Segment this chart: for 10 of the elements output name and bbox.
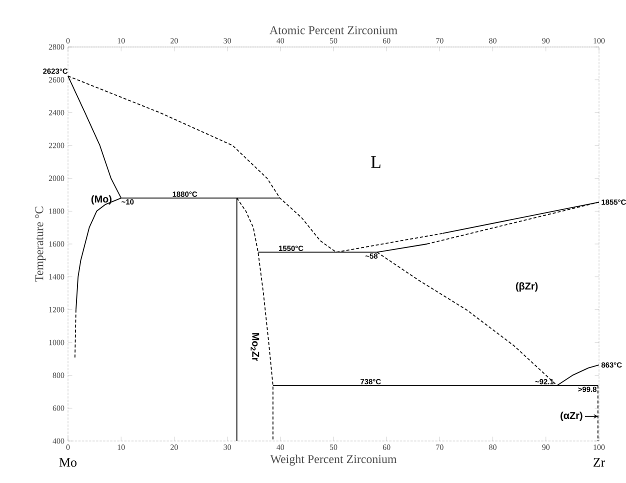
annotation: (Mo)	[91, 195, 112, 205]
x-axis-title: Weight Percent Zirconium	[270, 454, 397, 466]
annotation: (βZr)	[516, 282, 538, 292]
y-axis-title: Temperature °C	[35, 206, 46, 282]
x2-axis-title: Atomic Percent Zirconium	[270, 26, 398, 34]
text: Mo	[59, 458, 77, 467]
annotation: (αZr)	[560, 412, 582, 422]
annotation: L	[371, 156, 380, 168]
annotation: Mo$_{2}$Zr	[250, 333, 260, 362]
text: Zr	[594, 458, 606, 467]
